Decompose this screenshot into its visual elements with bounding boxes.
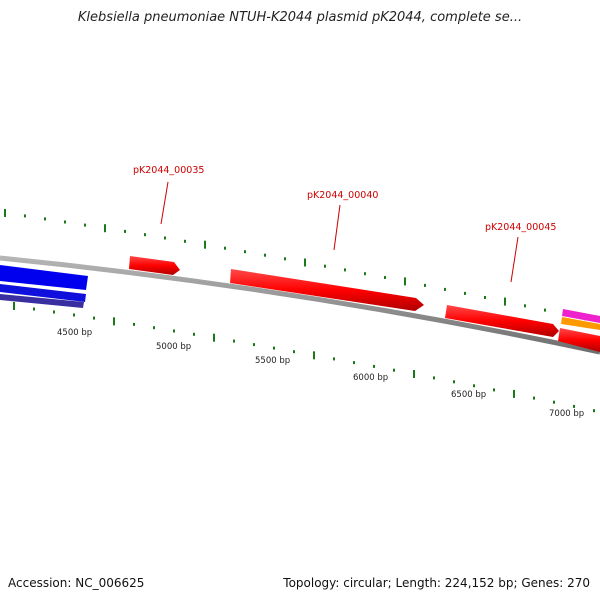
- minor-tick: [593, 409, 595, 413]
- minor-tick: [533, 396, 535, 400]
- minor-tick: [393, 368, 395, 372]
- minor-tick: [184, 239, 186, 243]
- minor-tick: [424, 283, 426, 287]
- gene-pk2044-00040[interactable]: [230, 269, 424, 311]
- minor-tick: [453, 380, 455, 384]
- major-tick: [313, 351, 315, 360]
- gene-pk2044-00035[interactable]: [129, 256, 180, 275]
- minor-tick: [173, 329, 175, 333]
- major-tick: [213, 333, 215, 342]
- bp-label-5500: 5500 bp: [255, 356, 290, 366]
- minor-tick: [33, 307, 35, 311]
- gene-red-right-edge[interactable]: [558, 328, 600, 352]
- minor-tick: [464, 291, 466, 295]
- minor-tick: [293, 350, 295, 354]
- minor-tick: [473, 384, 475, 388]
- label-leader-00035: [160, 181, 169, 225]
- blue-gene-segment-lower[interactable]: [0, 284, 86, 302]
- minor-tick: [284, 257, 286, 261]
- bp-label-5000: 5000 bp: [156, 342, 191, 352]
- orange-gene-segment[interactable]: [561, 317, 600, 330]
- minor-tick: [224, 246, 226, 250]
- accession-text: Accession: NC_006625: [8, 576, 145, 590]
- inner-tick-track: [13, 302, 595, 413]
- major-tick: [304, 258, 306, 267]
- minor-tick: [164, 236, 166, 240]
- bp-label-4500: 4500 bp: [57, 328, 92, 338]
- major-tick: [204, 240, 206, 249]
- pink-gene-segment[interactable]: [562, 309, 600, 323]
- major-tick: [513, 389, 515, 398]
- label-leader-00040: [333, 204, 341, 251]
- minor-tick: [273, 346, 275, 350]
- minor-tick: [64, 220, 66, 224]
- bp-label-6500: 6500 bp: [451, 390, 486, 400]
- minor-tick: [344, 268, 346, 272]
- major-tick: [104, 224, 106, 233]
- blue-gene-segment[interactable]: [0, 265, 88, 290]
- minor-tick: [573, 404, 575, 408]
- minor-tick: [444, 287, 446, 291]
- minor-tick: [493, 388, 495, 392]
- major-tick: [404, 277, 406, 286]
- minor-tick: [144, 233, 146, 237]
- minor-tick: [484, 296, 486, 299]
- minor-tick: [384, 276, 386, 279]
- gene-label-00035: pK2044_00035: [133, 165, 204, 176]
- minor-tick: [244, 250, 246, 254]
- minor-tick: [44, 217, 46, 221]
- topology-summary: Topology: circular; Length: 224,152 bp; …: [283, 576, 590, 590]
- minor-tick: [93, 316, 95, 320]
- minor-tick: [353, 361, 355, 365]
- minor-tick: [233, 339, 235, 343]
- minor-tick: [153, 326, 155, 330]
- gene-label-00040: pK2044_00040: [307, 190, 378, 201]
- major-tick: [413, 370, 415, 378]
- minor-tick: [193, 332, 195, 336]
- bp-label-6000: 6000 bp: [353, 373, 388, 383]
- minor-tick: [373, 364, 375, 368]
- major-tick: [4, 209, 6, 217]
- minor-tick: [364, 272, 366, 276]
- gene-label-00045: pK2044_00045: [485, 222, 556, 233]
- minor-tick: [24, 214, 26, 218]
- label-leader-00045: [510, 236, 519, 283]
- plasmid-backbone: [0, 255, 600, 355]
- major-tick: [504, 297, 506, 306]
- minor-tick: [333, 357, 335, 361]
- minor-tick: [324, 264, 326, 268]
- minor-tick: [264, 253, 266, 257]
- minor-tick: [124, 229, 126, 233]
- minor-tick: [84, 223, 86, 227]
- purple-gene-segment[interactable]: [0, 294, 84, 308]
- minor-tick: [253, 343, 255, 347]
- major-tick: [13, 302, 15, 310]
- minor-tick: [73, 313, 75, 317]
- major-tick: [113, 317, 115, 326]
- minor-tick: [53, 310, 55, 314]
- bp-label-7000: 7000 bp: [549, 409, 584, 419]
- minor-tick: [544, 308, 546, 312]
- gene-pk2044-00045[interactable]: [445, 305, 559, 337]
- minor-tick: [133, 322, 135, 326]
- minor-tick: [553, 400, 555, 404]
- map-title: Klebsiella pneumoniae NTUH-K2044 plasmid…: [77, 10, 523, 25]
- minor-tick: [524, 304, 526, 308]
- minor-tick: [433, 376, 435, 380]
